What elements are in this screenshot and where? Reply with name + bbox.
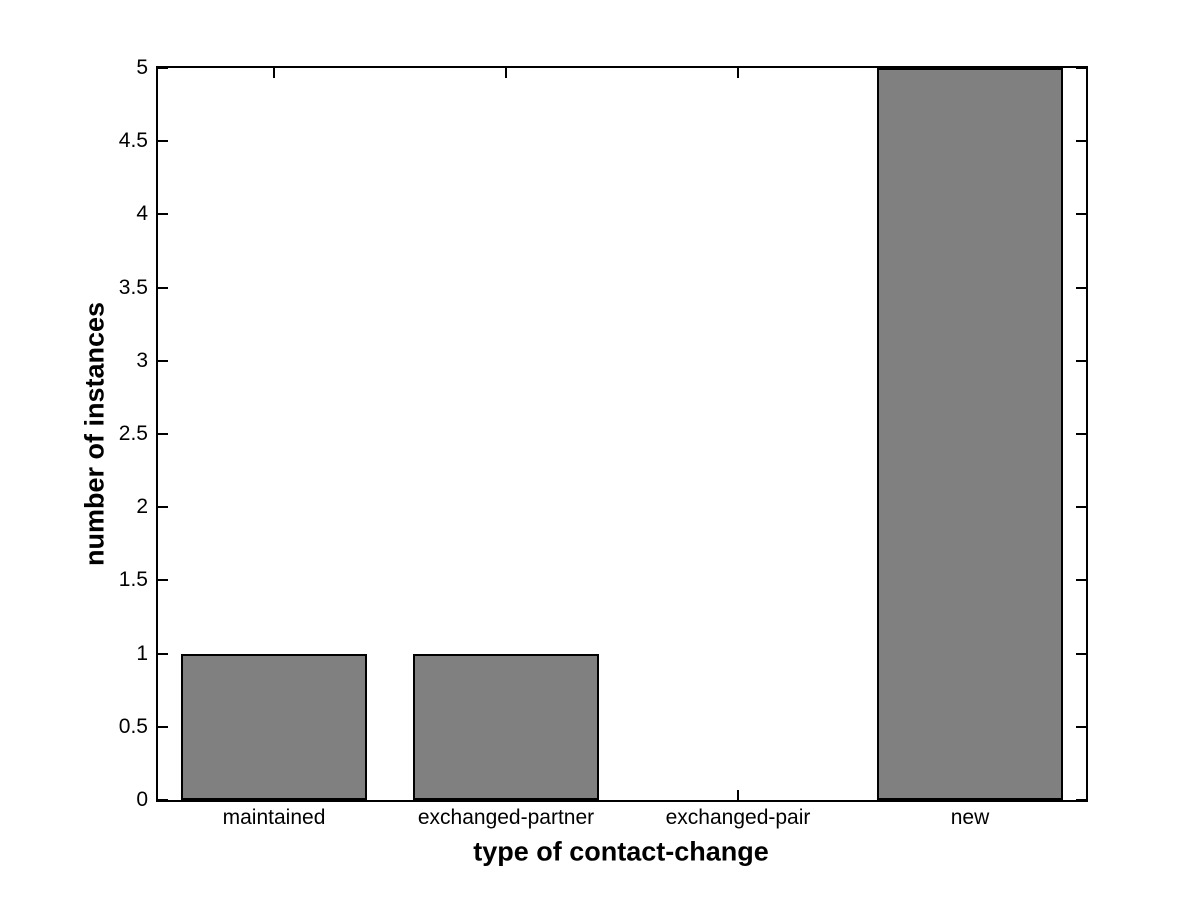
y-tick-left bbox=[158, 579, 168, 582]
y-tick-label: 1.5 bbox=[118, 568, 148, 592]
y-tick-right bbox=[1076, 140, 1086, 143]
x-tick-top bbox=[273, 68, 275, 78]
y-tick-left bbox=[158, 359, 168, 362]
y-tick-label: 0.5 bbox=[118, 714, 148, 738]
y-tick-left bbox=[158, 433, 168, 435]
x-tick-label: maintained bbox=[222, 806, 326, 829]
y-tick-right bbox=[1076, 433, 1086, 435]
y-tick-left bbox=[158, 652, 168, 655]
x-tick-label: exchanged-partner bbox=[417, 806, 595, 829]
x-tick-label: exchanged-pair bbox=[665, 806, 811, 829]
y-tick-right bbox=[1076, 725, 1086, 728]
x-tick-top bbox=[737, 68, 739, 78]
y-tick-label: 5 bbox=[136, 56, 148, 79]
x-axis-label: type of contact-change bbox=[473, 836, 769, 867]
y-tick-label: 2 bbox=[136, 495, 148, 519]
y-tick-right bbox=[1076, 652, 1086, 655]
y-tick-left bbox=[158, 725, 168, 728]
y-tick-right bbox=[1076, 506, 1086, 509]
bar-exchanged-partner bbox=[413, 653, 599, 800]
bar-maintained bbox=[181, 653, 367, 800]
y-tick-label: 4.5 bbox=[118, 129, 148, 153]
y-tick-label: 0 bbox=[136, 788, 148, 811]
y-tick-right bbox=[1076, 579, 1086, 582]
x-tick-top bbox=[505, 68, 507, 78]
y-tick-right bbox=[1076, 799, 1086, 800]
y-tick-left bbox=[158, 68, 168, 69]
y-tick-label: 3.5 bbox=[118, 275, 148, 299]
y-tick-label: 3 bbox=[136, 348, 148, 372]
y-tick-right bbox=[1076, 359, 1086, 362]
y-tick-right bbox=[1076, 213, 1086, 216]
y-tick-label: 2.5 bbox=[118, 422, 148, 445]
y-tick-right bbox=[1076, 286, 1086, 289]
y-tick-left bbox=[158, 799, 168, 800]
y-tick-label: 4 bbox=[136, 202, 148, 226]
plot-area bbox=[156, 66, 1088, 802]
x-tick-bottom bbox=[737, 790, 739, 800]
x-tick-label: new bbox=[950, 806, 990, 829]
y-tick-left bbox=[158, 213, 168, 216]
y-tick-left bbox=[158, 140, 168, 143]
y-tick-right bbox=[1076, 68, 1086, 69]
y-tick-label: 1 bbox=[136, 641, 148, 665]
bar-new bbox=[877, 68, 1063, 800]
y-tick-left bbox=[158, 286, 168, 289]
y-tick-left bbox=[158, 506, 168, 509]
